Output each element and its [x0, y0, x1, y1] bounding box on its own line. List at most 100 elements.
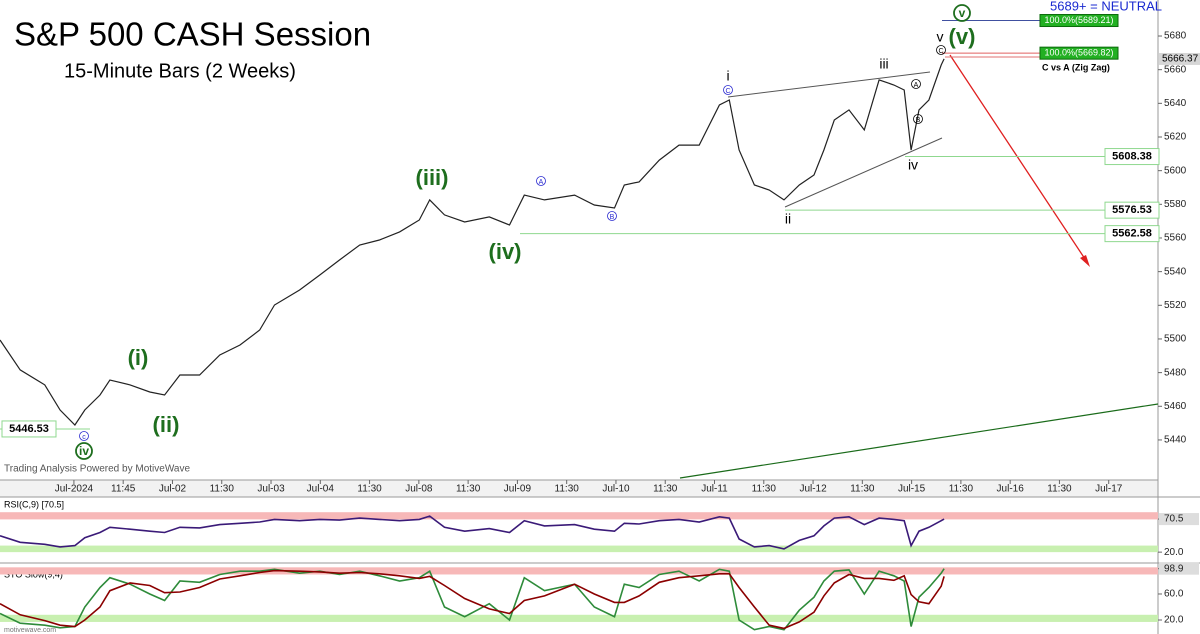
y-tick-label: 70.5: [1164, 514, 1184, 525]
label-ring: [911, 79, 921, 89]
y-tick-label: 5540: [1164, 266, 1187, 277]
x-tick-label: Jul-09: [504, 484, 532, 495]
y-tick-label: 5600: [1164, 165, 1187, 176]
y-tick-label: 5460: [1164, 401, 1187, 412]
wave-label: B: [610, 214, 615, 221]
wedge-line: [727, 71, 931, 98]
y-tick-label: 5480: [1164, 367, 1187, 378]
y-tick-label: 20.0: [1164, 547, 1184, 558]
band: [0, 614, 1158, 622]
x-tick-label: Jul-2024: [55, 484, 94, 495]
y-tick-label: 5620: [1164, 132, 1187, 143]
data-line: [0, 515, 945, 550]
x-tick-label: 11:30: [850, 484, 875, 495]
neutral-note: 5689+ = NEUTRAL: [1050, 0, 1162, 13]
last-price-box: [1159, 52, 1200, 65]
label-ring: [75, 442, 93, 460]
wave-label: iii: [879, 56, 888, 72]
x-tick-label: Jul-08: [405, 484, 433, 495]
x-tick-label: Jul-03: [257, 484, 285, 495]
wave-label: ii: [785, 211, 791, 227]
label-ring: [936, 45, 946, 55]
fib-label: 100.0%(5669.82): [1044, 48, 1113, 58]
wave-label: (iv): [489, 239, 522, 264]
label-ring: [723, 85, 733, 95]
x-tick-label: 11:30: [456, 484, 481, 495]
wave-label: i: [726, 68, 729, 84]
fib-label: 100.0%(5689.21): [1044, 15, 1113, 25]
target-note: C vs A (Zig Zag): [1042, 62, 1110, 72]
x-tick-label: Jul-17: [1095, 484, 1123, 495]
wave-label: B: [916, 117, 921, 124]
last-price-label: 5666.37: [1162, 54, 1199, 65]
x-tick-label: 11:30: [555, 484, 580, 495]
x-tick-label: Jul-15: [898, 484, 926, 495]
x-tick-label: 11:30: [653, 484, 678, 495]
chart-title: S&P 500 CASH Session: [14, 16, 371, 53]
wave-label: A: [914, 82, 919, 89]
x-tick-label: Jul-16: [997, 484, 1025, 495]
y-tick-label: 5680: [1164, 31, 1187, 42]
label-ring: [79, 431, 89, 441]
watermark: Trading Analysis Powered by MotiveWave: [4, 464, 190, 475]
band: [0, 545, 1158, 553]
level-box: [1, 420, 57, 438]
level-box: [1104, 201, 1160, 219]
wave-label: A: [539, 179, 544, 186]
level-box: [1104, 148, 1160, 166]
wave-label: (iii): [416, 165, 449, 190]
x-tick-label: Jul-02: [159, 484, 187, 495]
x-tick-label: 11:30: [752, 484, 777, 495]
y-tick-label: 5640: [1164, 98, 1187, 109]
y-tick-label: 20.0: [1164, 615, 1184, 626]
value-box: [1159, 562, 1199, 575]
wave-label: iv: [79, 444, 89, 458]
projection-arrow: [949, 54, 1088, 263]
arrow-head: [1080, 255, 1090, 267]
label-ring: [913, 114, 923, 124]
wave-label: v: [959, 6, 966, 20]
wave-label: (v): [949, 24, 976, 49]
wave-label: iv: [908, 157, 918, 173]
x-tick-label: Jul-12: [799, 484, 827, 495]
band: [0, 512, 1158, 520]
x-tick-label: Jul-10: [602, 484, 630, 495]
y-tick-label: 5560: [1164, 233, 1187, 244]
label-ring: [536, 176, 546, 186]
data-line: [0, 569, 945, 630]
y-tick-label: 5440: [1164, 435, 1187, 446]
chart-subtitle: 15-Minute Bars (2 Weeks): [64, 60, 296, 82]
label-ring: [953, 4, 971, 22]
y-tick-label: 60.0: [1164, 589, 1184, 600]
panel-title: RSI(C,9) [70.5]: [4, 499, 64, 509]
x-tick-label: 11:30: [1047, 484, 1072, 495]
label-ring: [607, 211, 617, 221]
wave-label: c: [82, 434, 86, 441]
level-label: 5576.53: [1112, 204, 1152, 216]
data-line: [0, 58, 945, 426]
fib-box: [1039, 46, 1119, 60]
x-axis-strip: [0, 480, 1158, 497]
x-tick-label: Jul-11: [701, 484, 728, 495]
wave-label: (i): [128, 345, 149, 370]
wave-label: v: [937, 29, 944, 45]
level-label: 5446.53: [9, 423, 49, 435]
level-label: 5608.38: [1112, 150, 1152, 162]
band: [0, 567, 1158, 575]
x-tick-label: 11:30: [357, 484, 382, 495]
wave-label: C: [725, 88, 730, 95]
wave-label: C: [938, 48, 943, 55]
fib-box: [1039, 14, 1119, 28]
y-tick-label: 5500: [1164, 334, 1187, 345]
trend-line: [679, 403, 1159, 479]
y-tick-label: 98.9: [1164, 563, 1184, 574]
y-tick-label: 5660: [1164, 64, 1187, 75]
x-tick-label: 11:30: [210, 484, 235, 495]
y-tick-label: 5580: [1164, 199, 1187, 210]
x-tick-label: 11:30: [949, 484, 974, 495]
y-tick-label: 5520: [1164, 300, 1187, 311]
data-line: [0, 568, 945, 631]
level-label: 5562.58: [1112, 228, 1152, 240]
value-box: [1159, 513, 1199, 526]
